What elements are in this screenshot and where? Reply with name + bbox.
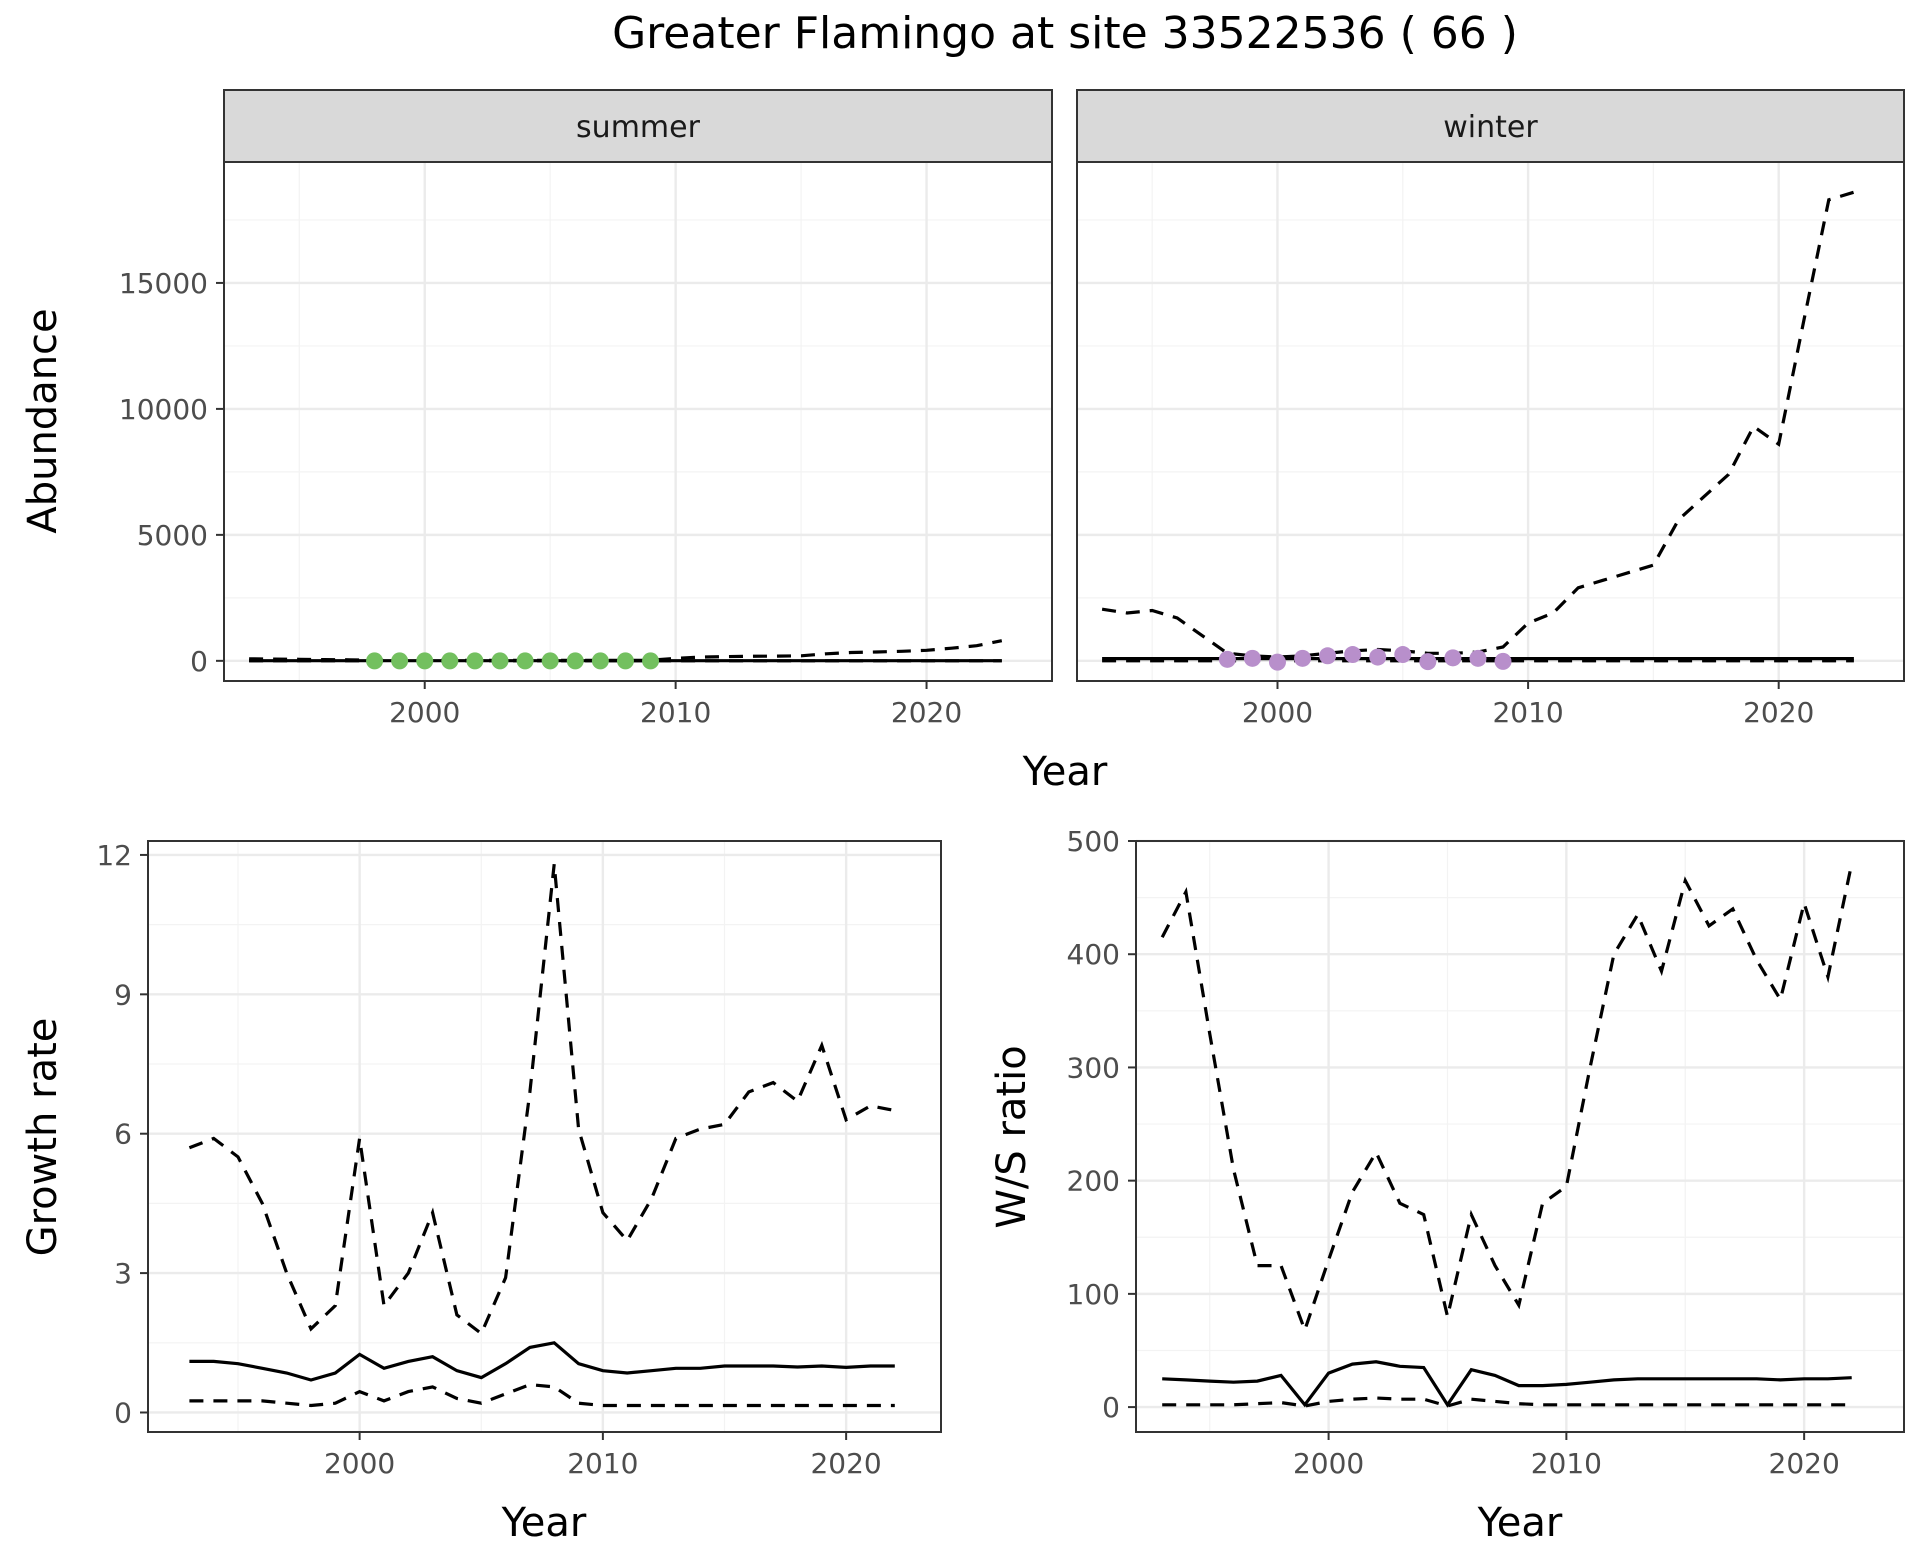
series-line-ratio-upper: [1160, 863, 1854, 1335]
data-point-summer: [466, 652, 484, 670]
y-tick-label: 100: [1067, 1278, 1120, 1311]
series-line-winter-upper: [1101, 190, 1855, 659]
y-tick-label: 500: [1067, 825, 1120, 858]
x-tick-label: 2010: [1531, 1447, 1602, 1480]
data-point-winter: [1419, 653, 1437, 671]
y-tick-label: 0: [190, 645, 208, 678]
data-point-winter: [1319, 647, 1337, 665]
data-point-summer: [541, 652, 559, 670]
x-tick-label: 2020: [1743, 696, 1814, 729]
data-point-winter: [1243, 649, 1261, 667]
y-tick-label: 9: [114, 978, 132, 1011]
y-tick-label: 200: [1067, 1165, 1120, 1198]
panel-growth: 2000 2010 2020 0 3 6 9 12: [96, 839, 942, 1480]
data-point-winter: [1444, 649, 1462, 667]
data-point-summer: [642, 652, 660, 670]
panel-border: [1076, 161, 1905, 682]
y-axis-title-abundance: Abundance: [20, 308, 66, 533]
y-tick-label: 10000: [119, 393, 208, 426]
y-tick-label: 3: [114, 1257, 132, 1290]
y-tick-label: 15000: [119, 267, 208, 300]
x-tick-label: 2010: [1492, 696, 1563, 729]
data-point-winter: [1394, 646, 1412, 664]
x-tick-label: 2010: [640, 696, 711, 729]
data-point-summer: [616, 652, 634, 670]
x-tick-label: 2020: [891, 696, 962, 729]
data-point-winter: [1268, 653, 1286, 671]
panel-border: [223, 161, 1053, 682]
series-line-growth-upper: [188, 864, 896, 1337]
x-tick-label: 2000: [1242, 696, 1313, 729]
data-point-summer: [391, 652, 409, 670]
figure-title: Greater Flamingo at site 33522536 ( 66 ): [612, 8, 1518, 59]
x-axis-title-growth: Year: [501, 1500, 587, 1546]
x-tick-label: 2000: [1293, 1447, 1364, 1480]
data-point-winter: [1218, 650, 1236, 668]
series-line-growth-lower: [189, 1382, 895, 1408]
data-point-summer: [441, 652, 459, 670]
data-point-winter: [1494, 652, 1512, 670]
panel-border: [1135, 840, 1905, 1433]
y-tick-label: 6: [114, 1118, 132, 1151]
data-point-summer: [591, 652, 609, 670]
series-line-ratio-lower: [1162, 1396, 1852, 1408]
y-axis-title-growth: Growth rate: [20, 1018, 66, 1257]
x-tick-label: 2020: [1769, 1447, 1840, 1480]
panel-border: [147, 840, 942, 1433]
panel-summer: summer 2000 2010 2020 0 5000 10000 15000: [119, 89, 1053, 729]
facet-label: summer: [576, 110, 701, 145]
x-tick-label: 2010: [567, 1447, 638, 1480]
facet-strip: [223, 89, 1053, 163]
data-point-winter: [1469, 649, 1487, 667]
x-axis-title-abundance: Year: [1022, 749, 1108, 795]
panel-ratio: 2000 2010 2020 0 100 200 300 400 500: [1067, 825, 1905, 1480]
facet-label: winter: [1443, 110, 1538, 145]
y-tick-label: 0: [114, 1396, 132, 1429]
data-point-summer: [566, 652, 584, 670]
data-point-summer: [491, 652, 509, 670]
facet-strip: [1076, 89, 1905, 163]
x-tick-label: 2000: [324, 1447, 395, 1480]
data-point-summer: [416, 652, 434, 670]
data-point-winter: [1369, 648, 1387, 666]
x-axis-title-ratio: Year: [1477, 1500, 1563, 1546]
data-point-winter: [1294, 649, 1312, 667]
y-tick-label: 300: [1067, 1051, 1120, 1084]
y-axis-title-ratio: W/S ratio: [989, 1045, 1035, 1228]
y-tick-label: 0: [1102, 1391, 1120, 1424]
x-tick-label: 2000: [389, 696, 460, 729]
data-point-winter: [1344, 646, 1362, 664]
data-point-summer: [366, 652, 384, 670]
y-tick-label: 12: [96, 839, 132, 872]
y-tick-label: 5000: [137, 519, 208, 552]
data-point-summer: [516, 652, 534, 670]
x-tick-label: 2020: [810, 1447, 881, 1480]
series-line-ratio-mean: [1162, 1360, 1852, 1408]
series-line-growth-mean: [189, 1341, 895, 1382]
panel-winter: winter 2000 2010 2020: [1076, 89, 1905, 729]
y-tick-label: 400: [1067, 938, 1120, 971]
